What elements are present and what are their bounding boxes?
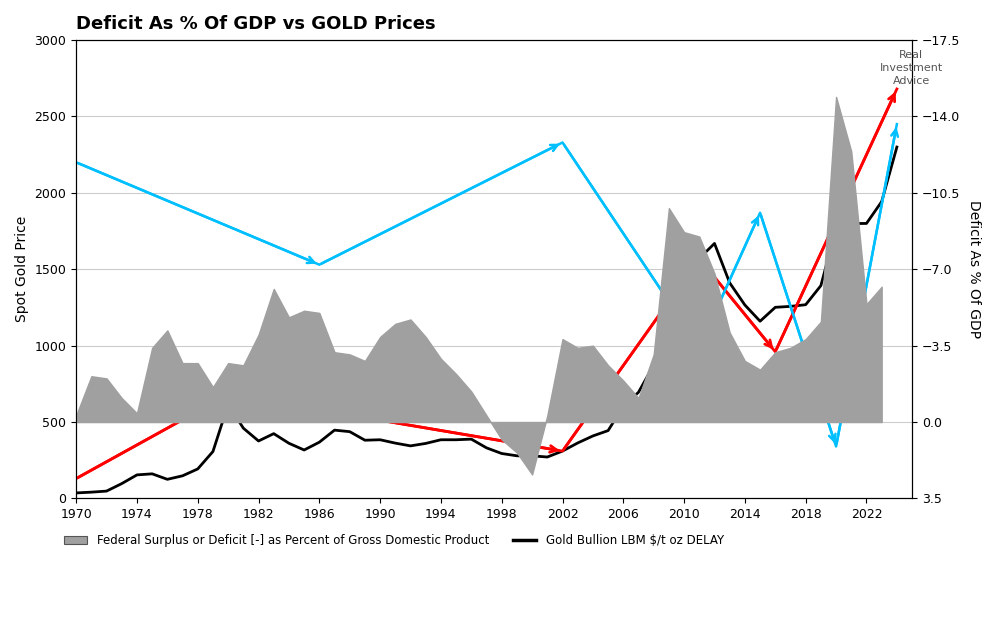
Text: Real
Investment
Advice: Real Investment Advice [879, 50, 943, 86]
Y-axis label: Deficit As % Of GDP: Deficit As % Of GDP [967, 200, 981, 339]
Y-axis label: Spot Gold Price: Spot Gold Price [15, 216, 29, 322]
Text: Deficit As % Of GDP vs GOLD Prices: Deficit As % Of GDP vs GOLD Prices [76, 15, 436, 33]
Legend: Federal Surplus or Deficit [-] as Percent of Gross Domestic Product, Gold Bullio: Federal Surplus or Deficit [-] as Percen… [59, 530, 729, 552]
